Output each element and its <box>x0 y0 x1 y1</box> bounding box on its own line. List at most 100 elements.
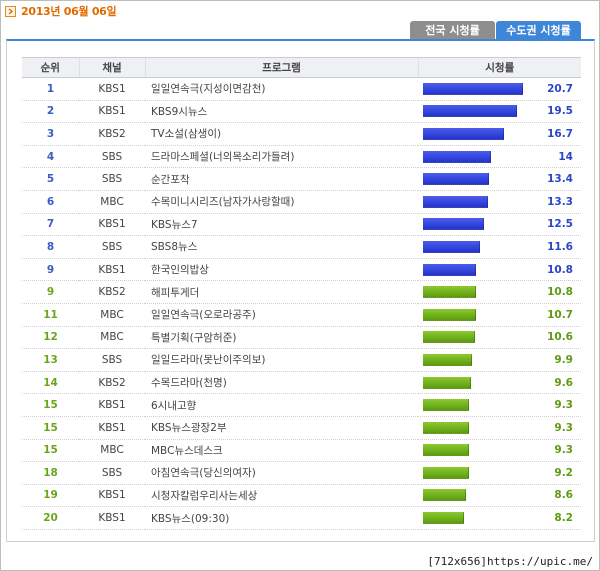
chevron-right-icon <box>5 5 16 17</box>
channel-cell: MBC <box>79 303 145 327</box>
program-cell: TV소설(삼생이) <box>145 122 418 146</box>
rank-cell: 20 <box>22 506 79 530</box>
channel-cell: KBS1 <box>79 100 145 124</box>
channel-cell: MBC <box>79 190 145 214</box>
channel-cell: MBC <box>79 326 145 350</box>
channel-cell: KBS1 <box>79 416 145 440</box>
program-cell: 수목미니시리즈(남자가사랑할때) <box>145 190 418 214</box>
rating-bar <box>423 308 476 321</box>
rating-bar <box>423 150 491 163</box>
rating-bar <box>423 512 464 525</box>
rating-cell: 13.4 <box>418 167 581 191</box>
rating-bar-track <box>423 127 581 141</box>
table-row: 18 SBS 아침연속극(당신의여자) 9.2 <box>22 461 581 485</box>
rating-bar <box>423 399 469 412</box>
table-row: 12 MBC 특별기획(구암허준) 10.6 <box>22 326 581 350</box>
program-cell: 드라마스페셜(너의목소리가들려) <box>145 145 418 169</box>
table-row: 15 KBS1 6시내고향 9.3 <box>22 393 581 417</box>
rating-bar <box>423 173 489 186</box>
rating-value: 12.5 <box>547 218 573 231</box>
table-row: 14 KBS2 수목드라마(천명) 9.6 <box>22 371 581 395</box>
channel-cell: KBS2 <box>79 122 145 146</box>
tab-capital-ratings[interactable]: 수도권 시청률 <box>496 21 581 39</box>
rating-value: 10.8 <box>547 263 573 276</box>
program-cell: KBS뉴스(09:30) <box>145 506 418 530</box>
rating-bar <box>423 195 488 208</box>
rating-bar-track <box>423 353 581 367</box>
watermark: [712x656]https://upic.me/ <box>427 555 593 568</box>
rating-value: 10.6 <box>547 331 573 344</box>
table-row: 19 KBS1 시청자칼럼우리사는세상 8.6 <box>22 484 581 508</box>
rating-value: 10.8 <box>547 286 573 299</box>
date-header: 2013년 06월 06일 <box>5 4 117 18</box>
rating-cell: 16.7 <box>418 122 581 146</box>
rating-cell: 10.7 <box>418 303 581 327</box>
rating-bar-track <box>423 488 581 502</box>
channel-cell: KBS2 <box>79 371 145 395</box>
rating-bar-track <box>423 82 581 96</box>
rank-cell: 9 <box>22 258 79 282</box>
rating-bar-track <box>423 376 581 390</box>
rating-cell: 14 <box>418 145 581 169</box>
program-cell: SBS8뉴스 <box>145 235 418 259</box>
rating-cell: 9.9 <box>418 348 581 372</box>
rating-value: 13.3 <box>547 195 573 208</box>
program-cell: 일일연속극(오로라공주) <box>145 303 418 327</box>
rating-cell: 8.2 <box>418 506 581 530</box>
program-cell: MBC뉴스데스크 <box>145 439 418 463</box>
rating-bar <box>423 466 469 479</box>
ratings-table: 순위 채널 프로그램 시청률 1 KBS1 일일연속극(지성이면감천) 20.7 2 KB… <box>22 57 581 530</box>
rank-cell: 7 <box>22 213 79 237</box>
rating-bar-track <box>423 285 581 299</box>
rating-bar <box>423 421 469 434</box>
channel-cell: SBS <box>79 461 145 485</box>
rating-bar <box>423 331 475 344</box>
rank-cell: 12 <box>22 326 79 350</box>
rating-bar-track <box>423 398 581 412</box>
ratings-panel: 순위 채널 프로그램 시청률 1 KBS1 일일연속극(지성이면감천) 20.7 2 KB… <box>6 39 595 542</box>
program-cell: KBS뉴스광장2부 <box>145 416 418 440</box>
rating-value: 10.7 <box>547 308 573 321</box>
rank-cell: 9 <box>22 280 79 304</box>
rating-bar <box>423 376 471 389</box>
tab-national-ratings[interactable]: 전국 시청률 <box>410 21 495 39</box>
rating-cell: 10.6 <box>418 326 581 350</box>
program-cell: 순간포착 <box>145 167 418 191</box>
rating-cell: 12.5 <box>418 213 581 237</box>
rating-bar <box>423 353 472 366</box>
program-cell: KBS9시뉴스 <box>145 100 418 124</box>
program-cell: 해피투게더 <box>145 280 418 304</box>
column-header-program: 프로그램 <box>144 57 418 78</box>
rating-value: 9.6 <box>554 376 573 389</box>
column-header-rating: 시청률 <box>417 57 581 78</box>
rating-value: 9.3 <box>554 399 573 412</box>
rating-bar-track <box>423 172 581 186</box>
table-row: 20 KBS1 KBS뉴스(09:30) 8.2 <box>22 506 581 530</box>
channel-cell: KBS1 <box>79 506 145 530</box>
rank-cell: 4 <box>22 145 79 169</box>
table-row: 13 SBS 일일드라마(못난이주의보) 9.9 <box>22 348 581 372</box>
table-row: 2 KBS1 KBS9시뉴스 19.5 <box>22 100 581 124</box>
rating-bar-track <box>423 104 581 118</box>
rating-bar <box>423 218 484 231</box>
rating-bar-track <box>423 511 581 525</box>
rating-bar-track <box>423 150 581 164</box>
rating-value: 9.9 <box>554 353 573 366</box>
column-header-rank: 순위 <box>22 57 79 78</box>
rank-cell: 13 <box>22 348 79 372</box>
program-cell: 일일연속극(지성이면감천) <box>145 77 418 101</box>
rating-cell: 10.8 <box>418 280 581 304</box>
table-row: 7 KBS1 KBS뉴스7 12.5 <box>22 213 581 237</box>
rating-bar-track <box>423 330 581 344</box>
rank-cell: 15 <box>22 416 79 440</box>
program-cell: 6시내고향 <box>145 393 418 417</box>
table-row: 9 KBS2 해피투게더 10.8 <box>22 280 581 304</box>
rating-tabs: 전국 시청률 수도권 시청률 <box>410 21 581 39</box>
channel-cell: KBS1 <box>79 484 145 508</box>
rating-value: 19.5 <box>547 105 573 118</box>
table-row: 3 KBS2 TV소설(삼생이) 16.7 <box>22 122 581 146</box>
rating-value: 13.4 <box>547 173 573 186</box>
rating-value: 11.6 <box>547 240 573 253</box>
rating-bar-track <box>423 421 581 435</box>
